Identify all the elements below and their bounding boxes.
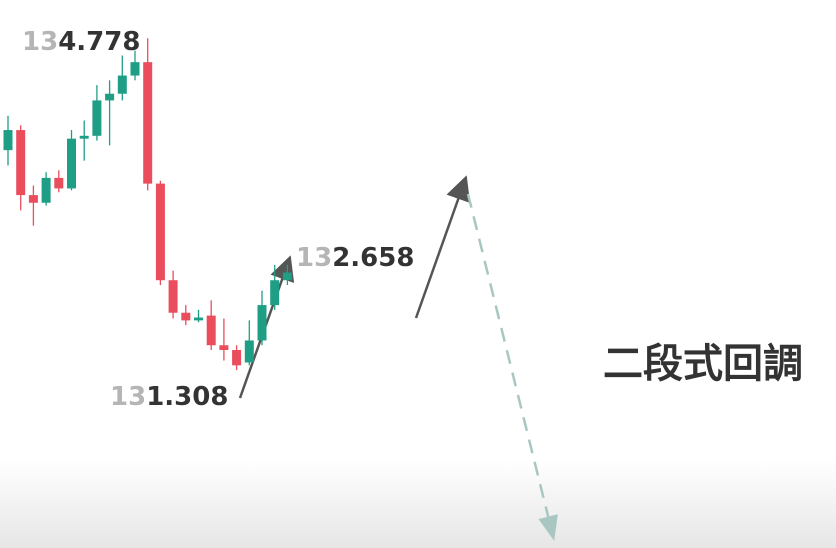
label-prefix: 13 (296, 243, 332, 273)
candle-body (244, 340, 254, 363)
candle-body (54, 177, 64, 189)
candles (3, 38, 292, 371)
candle-body (257, 305, 267, 341)
background (0, 0, 836, 460)
candle-body (282, 272, 292, 281)
candle-body (92, 100, 102, 136)
dashed-arrow (466, 193, 558, 541)
candle-body (168, 280, 178, 313)
candle-body (219, 345, 229, 351)
candle-body (130, 62, 140, 76)
candle-body (270, 280, 280, 306)
label-text: 4.778 (58, 27, 140, 57)
label-prefix: 13 (22, 27, 58, 57)
label-text: 二段式回調 (603, 341, 803, 387)
label-text: 2.658 (332, 243, 414, 273)
candle-body (79, 135, 89, 139)
candle-body (105, 93, 115, 101)
candle-body (143, 62, 153, 184)
candle-body (3, 130, 13, 151)
candle-body (117, 75, 127, 94)
candle-body (206, 315, 216, 346)
price-label: 132.658 (296, 243, 414, 273)
label-text: 1.308 (146, 382, 228, 412)
candle-body (194, 317, 203, 321)
background-fade (0, 460, 836, 548)
candle-body (232, 350, 242, 366)
candle-body (28, 195, 38, 203)
candle-body (41, 177, 51, 203)
price-label: 134.778 (22, 27, 140, 57)
arrow (414, 175, 471, 319)
label-prefix: 13 (110, 382, 146, 412)
price-label: 二段式回調 (603, 341, 803, 387)
price-label: 131.308 (110, 382, 228, 412)
candle-body (67, 138, 76, 189)
candle-body (155, 183, 165, 281)
candle-body (181, 312, 191, 321)
candle-body (16, 130, 26, 196)
